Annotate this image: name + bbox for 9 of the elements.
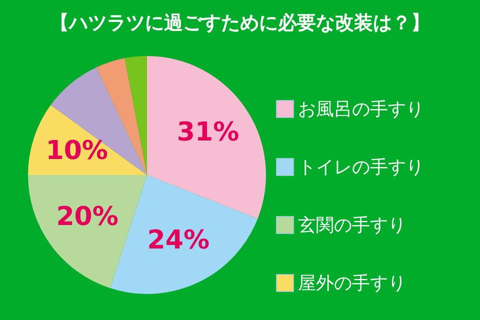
legend-label: 玄関の手すり [298, 214, 406, 237]
legend-label: お風呂の手すり [298, 98, 424, 121]
data-label: 31% [176, 117, 240, 148]
data-label: 24% [147, 226, 210, 256]
data-label: 10% [46, 136, 108, 166]
legend-label: トイレの手すり [298, 156, 424, 179]
chart-title: 【ハツラツに過ごすために必要な改装は？】 [49, 11, 431, 36]
legend-label: 屋外の手すり [298, 272, 406, 295]
data-label: 20% [56, 202, 118, 232]
